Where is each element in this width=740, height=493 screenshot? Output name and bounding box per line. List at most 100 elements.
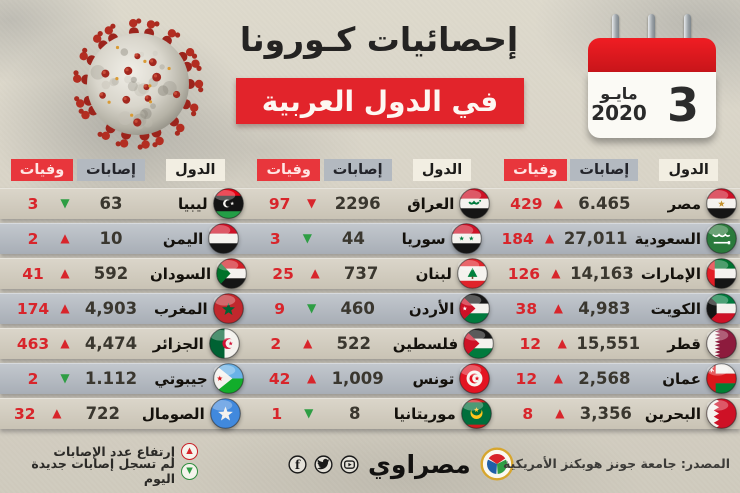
country-name: تونس <box>412 369 455 388</box>
deaths-value: 1 <box>271 404 283 423</box>
cases-value: 2296 <box>334 194 381 213</box>
country-name: قطر <box>667 334 701 353</box>
trend-up-red-icon: ▲ <box>557 336 567 350</box>
country-name: الكويت <box>650 299 701 318</box>
country-row-bahrain: البحرين 3,356 ▲ 8 <box>495 398 740 429</box>
cases-value: 27,011 <box>563 229 628 248</box>
deaths-value: 429 <box>510 194 543 213</box>
cases-value: 63 <box>99 194 123 213</box>
source-credit: المصدر: جامعة جونز هوبكنز الأمريكية <box>503 456 730 471</box>
cases-value: 8 <box>348 404 361 423</box>
coronavirus-illustration <box>38 4 242 160</box>
country-name: السودان <box>150 264 212 283</box>
masrawy-logo-icon <box>480 447 514 481</box>
calendar-year: 2020 <box>591 100 647 125</box>
youtube-icon <box>340 454 359 474</box>
yemen-flag-icon <box>208 223 240 254</box>
trend-up-red-icon: ▲ <box>52 406 62 420</box>
cases-value: 460 <box>340 299 375 318</box>
country-name: موريتانيا <box>393 404 456 423</box>
legend-item: ▲ إرتفاع عدد الإصابات <box>8 441 198 461</box>
country-row-libya: ليبيا 63 ▼ 3 <box>0 188 247 219</box>
cases-value: 4,474 <box>84 334 138 353</box>
calendar-header <box>588 38 716 72</box>
country-row-sudan: السودان 592 ▲ 41 <box>0 258 250 289</box>
trend-down-green-icon: ▼ <box>60 196 70 210</box>
deaths-value: 8 <box>522 404 534 423</box>
bahrain-flag-icon <box>706 398 737 429</box>
trend-up-red-icon: ▲ <box>303 336 313 350</box>
country-name: جيبوتي <box>154 369 208 388</box>
table-row: قطر 15,551 ▲ 12 فلسطين 522 ▲ 2 الجزائر 4,474 ▲ 463 <box>0 328 740 359</box>
deaths-value: 184 <box>501 229 534 248</box>
trend-down-green-icon: ▼ <box>302 231 312 245</box>
iraq-flag-icon <box>459 188 491 219</box>
cases-value: 14,163 <box>570 264 634 283</box>
brand-name: مصراوي <box>368 449 471 479</box>
country-name: العراق <box>407 194 455 213</box>
calendar-month: مايـو <box>600 84 638 104</box>
trend-up-red-icon: ▲ <box>551 266 561 280</box>
country-row-uae: الإمارات 14,163 ▲ 126 <box>491 258 740 289</box>
country-row-palestine: فلسطين 522 ▲ 2 <box>243 328 497 359</box>
legend-label: لم تسجل إصابات جديدة اليوم <box>31 456 175 486</box>
cases-value: 1,009 <box>331 369 384 388</box>
country-row-somalia: الصومال 722 ▲ 32 <box>0 398 244 429</box>
cases-value: 2,568 <box>578 369 631 388</box>
country-name: اليمن <box>162 229 204 248</box>
country-row-djibouti: جيبوتي 1.112 ▼ 2 <box>0 363 247 394</box>
column-header-group: الدول إصابات وفيات <box>0 156 247 184</box>
country-name: ليبيا <box>178 194 208 213</box>
header-countries: الدول <box>166 158 225 182</box>
trend-up-red-icon: ▲ <box>545 231 555 245</box>
country-name: عمان <box>662 369 701 388</box>
table-row: عمان 2,568 ▲ 12 تونس 1,009 ▲ 42 جيبوتي 1.112 ▼ 2 <box>0 363 740 394</box>
trend-up-red-icon: ▲ <box>60 266 70 280</box>
oman-flag-icon <box>706 363 737 394</box>
deaths-value: 12 <box>519 334 542 353</box>
table-row: الكويت 4,983 ▲ 38 الأردن 460 ▼ 9 المغرب 4,903 ▲ 174 <box>0 293 740 324</box>
deaths-value: 174 <box>16 299 50 318</box>
trend-legend: ▲ إرتفاع عدد الإصابات ▼ لم تسجل إصابات جديد… <box>8 441 198 486</box>
country-name: فلسطين <box>392 334 459 353</box>
table-row: الإمارات 14,163 ▲ 126 لبنان 737 ▲ 25 السودان 592 ▲… <box>0 258 740 289</box>
country-name: سوريا <box>401 229 446 248</box>
legend-down-green-icon: ▼ <box>181 462 198 480</box>
header-countries: الدول <box>412 158 472 182</box>
morocco-flag-icon <box>212 293 244 324</box>
trend-down-green-icon: ▼ <box>307 301 317 315</box>
libya-flag-icon <box>212 188 244 219</box>
column-header-group: الدول إصابات وفيات <box>493 156 740 184</box>
country-name: لبنان <box>415 264 452 283</box>
lebanon-flag-icon <box>457 258 488 289</box>
deaths-value: 32 <box>14 404 36 423</box>
legend-up-red-icon: ▲ <box>181 442 198 460</box>
twitter-icon <box>314 454 333 474</box>
header-cases: إصابات <box>323 158 392 182</box>
trend-down-green-icon: ▼ <box>60 371 70 385</box>
trend-up-red-icon: ▲ <box>553 371 563 385</box>
cases-value: 44 <box>341 229 365 248</box>
country-name: السعودية <box>634 229 701 248</box>
table-row: السعودية 27,011 ▲ 184 سوريا 44 ▼ 3 اليمن 10 ▲ 2 <box>0 223 740 254</box>
country-row-qatar: قطر 15,551 ▲ 12 <box>497 328 740 359</box>
jordan-flag-icon <box>459 293 491 324</box>
legend-label: إرتفاع عدد الإصابات <box>53 443 175 459</box>
facebook-icon: f <box>288 454 307 474</box>
deaths-value: 126 <box>507 264 541 283</box>
deaths-value: 463 <box>16 334 50 353</box>
table-header-row: الدول إصابات وفيات الدول إصابات وفيات الدول إصا… <box>0 156 740 184</box>
trend-down-red-icon: ▼ <box>307 196 317 210</box>
country-row-jordan: الأردن 460 ▼ 9 <box>247 293 494 324</box>
deaths-value: 42 <box>268 369 291 388</box>
header-countries: الدول <box>659 158 718 182</box>
cases-value: 4,903 <box>84 299 138 318</box>
trend-down-green-icon: ▼ <box>304 406 314 420</box>
country-row-syria: سوريا 44 ▼ 3 <box>242 223 484 254</box>
tunisia-flag-icon <box>459 363 491 394</box>
deaths-value: 97 <box>268 194 291 213</box>
mauritania-flag-icon <box>460 398 492 429</box>
deaths-value: 9 <box>274 299 286 318</box>
calendar-day: 3 <box>666 78 699 132</box>
